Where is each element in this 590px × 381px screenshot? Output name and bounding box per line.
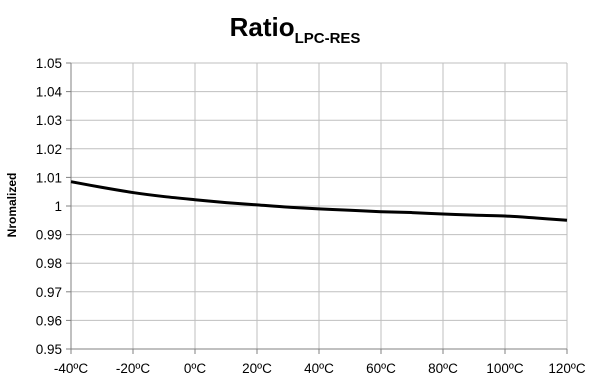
x-tick-label: 120ºC <box>548 361 585 376</box>
x-tick-label: -20ºC <box>116 361 150 376</box>
y-tick-label: 1.03 <box>36 113 62 128</box>
chart-title-subscript: LPC-RES <box>295 30 361 47</box>
y-tick-label: 0.96 <box>36 313 62 328</box>
y-axis-label: Nromalized <box>5 173 19 238</box>
x-tick-label: 100ºC <box>486 361 523 376</box>
y-tick-label: 0.99 <box>36 228 62 243</box>
x-tick-label: -40ºC <box>54 361 88 376</box>
y-tick-label: 0.98 <box>36 256 62 271</box>
y-tick-label: 1.04 <box>36 85 63 100</box>
x-tick-label: 40ºC <box>304 361 334 376</box>
y-tick-label: 1.01 <box>36 170 62 185</box>
y-tick-label: 0.97 <box>36 285 62 300</box>
axes <box>66 62 568 354</box>
y-tick-label: 1.05 <box>36 56 62 71</box>
series-line <box>70 180 568 222</box>
x-tick-label: 60ºC <box>366 361 396 376</box>
grid <box>70 62 568 350</box>
y-tick-label: 0.95 <box>36 342 62 357</box>
y-tick-label: 1 <box>54 199 62 214</box>
y-tick-labels: 0.95 0.96 0.97 0.98 0.99 1 1.01 1.02 1.03 1.04 1.0… <box>36 56 63 357</box>
x-tick-label: 20ºC <box>242 361 272 376</box>
chart-title: RatioLPC-RES <box>230 12 361 47</box>
chart-title-main: Ratio <box>230 12 295 42</box>
x-tick-labels: -40ºC -20ºC 0ºC 20ºC 40ºC 60ºC 80ºC 100ºC 120ºC <box>54 361 586 376</box>
x-tick-label: 0ºC <box>184 361 206 376</box>
x-tick-label: 80ºC <box>428 361 458 376</box>
y-tick-label: 1.02 <box>36 142 62 157</box>
series <box>70 180 568 222</box>
